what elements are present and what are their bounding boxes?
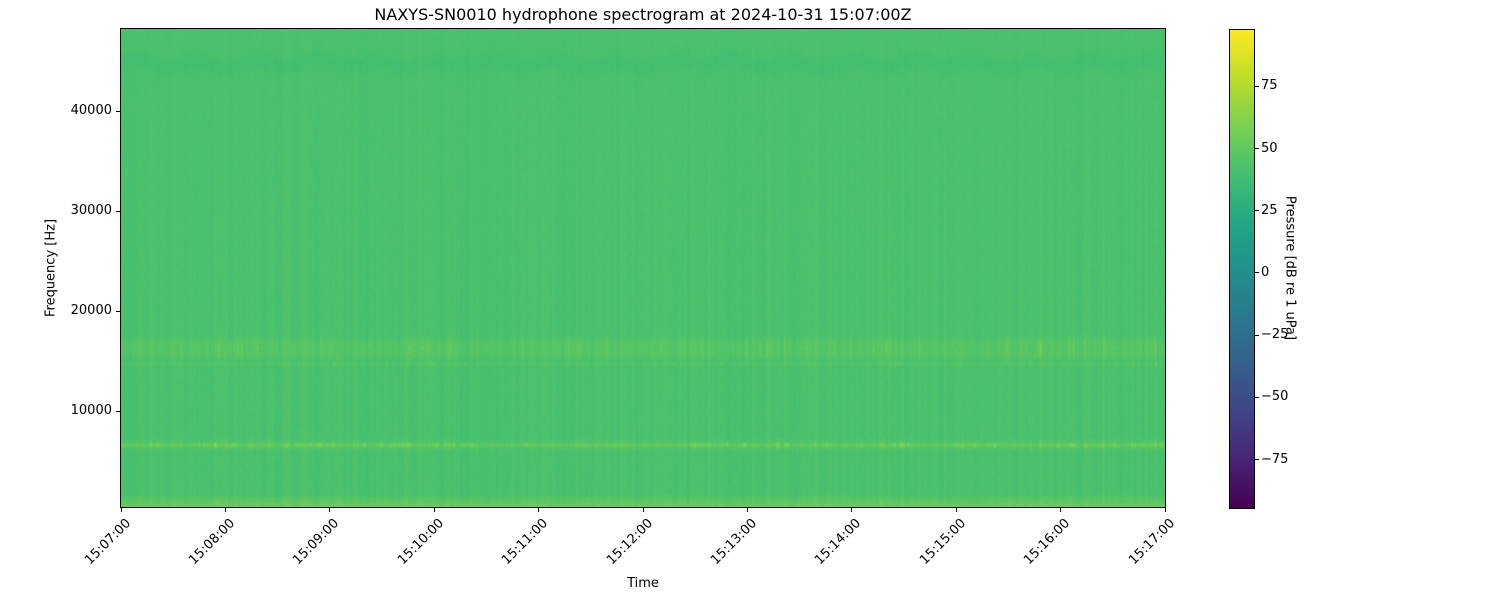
y-tick-mark — [116, 110, 121, 112]
x-tick-label: 15:11:00 — [499, 516, 552, 568]
x-tick-label: 15:15:00 — [916, 516, 969, 568]
y-tick-mark — [116, 310, 121, 312]
colorbar-tick-label: 75 — [1261, 78, 1278, 94]
y-tick-mark — [116, 410, 121, 412]
colorbar-gradient — [1229, 29, 1255, 509]
x-tick-mark — [329, 507, 331, 512]
chart-title: NAXYS-SN0010 hydrophone spectrogram at 2… — [374, 5, 912, 24]
colorbar-tick-label: −25 — [1261, 327, 1289, 343]
x-tick-mark — [746, 507, 748, 512]
x-tick-mark — [642, 507, 644, 512]
colorbar-tick-label: 50 — [1261, 140, 1278, 156]
x-tick-mark — [955, 507, 957, 512]
x-tick-mark — [851, 507, 853, 512]
x-tick-label: 15:09:00 — [290, 516, 343, 568]
x-tick-label: 15:16:00 — [1021, 516, 1074, 568]
x-tick-mark — [538, 507, 540, 512]
x-axis-label: Time — [627, 576, 659, 591]
colorbar-tick-mark — [1255, 396, 1259, 398]
x-tick-mark — [433, 507, 435, 512]
x-tick-label: 15:10:00 — [394, 516, 447, 568]
colorbar-tick-mark — [1255, 272, 1259, 274]
x-tick-mark — [224, 507, 226, 512]
colorbar-tick-label: −50 — [1261, 389, 1289, 405]
x-tick-mark — [1164, 507, 1166, 512]
x-tick-label: 15:13:00 — [708, 516, 760, 568]
x-tick-label: 15:14:00 — [812, 516, 865, 568]
x-tick-label: 15:07:00 — [81, 516, 134, 568]
x-tick-mark — [120, 507, 122, 512]
spectrogram-heatmap — [121, 29, 1165, 507]
x-tick-mark — [1060, 507, 1062, 512]
x-tick-label: 15:17:00 — [1125, 516, 1178, 568]
colorbar-tick-mark — [1255, 334, 1259, 336]
x-tick-label: 15:12:00 — [603, 516, 656, 568]
x-tick-label: 15:08:00 — [186, 516, 238, 568]
colorbar-tick-mark — [1255, 148, 1259, 149]
colorbar-tick-label: 25 — [1261, 202, 1278, 218]
y-tick-mark — [116, 210, 121, 212]
y-axis-label: Frequency [Hz] — [43, 218, 59, 318]
y-tick-label: 30000 — [70, 203, 112, 218]
y-tick-label: 40000 — [70, 103, 112, 118]
colorbar-label: Pressure [dB re 1 uPa] — [1282, 195, 1298, 341]
colorbar-tick-mark — [1255, 459, 1259, 461]
colorbar-tick-mark — [1255, 210, 1259, 212]
colorbar-tick-label: −75 — [1261, 451, 1289, 467]
colorbar-tick-mark — [1255, 85, 1259, 87]
y-tick-label: 10000 — [70, 403, 112, 418]
colorbar-tick-label: 0 — [1261, 264, 1270, 280]
y-tick-label: 20000 — [70, 303, 112, 318]
